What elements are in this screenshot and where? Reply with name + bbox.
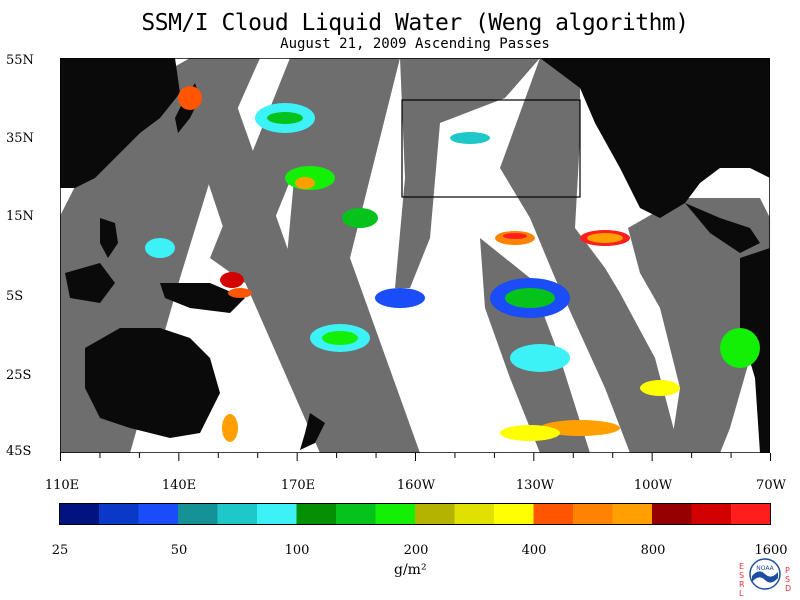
clw-patch <box>228 288 252 298</box>
clw-patch <box>342 208 378 228</box>
logo-left-letters: ESRL <box>739 562 745 598</box>
colorbar-cell <box>375 503 416 525</box>
chart-title: SSM/I Cloud Liquid Water (Weng algorithm… <box>141 10 689 36</box>
colorbar-cell <box>257 503 297 525</box>
clw-patch <box>503 233 527 239</box>
colorbar-tick-label: 100 <box>284 543 310 558</box>
colorbar-tick-label: 1600 <box>754 543 788 558</box>
colorbar-cell <box>178 503 218 525</box>
clw-patch <box>720 328 760 368</box>
cloud-water-patches <box>145 86 760 442</box>
region-box <box>401 99 581 198</box>
clw-patch <box>640 380 680 396</box>
colorbar-cell <box>731 503 771 525</box>
land-australia <box>85 328 220 438</box>
colorbar <box>59 503 771 525</box>
noaa-logo: ESRL NOAA PSD <box>737 556 793 598</box>
clw-patch <box>505 288 555 308</box>
lat-tick-label: 55N <box>6 53 34 68</box>
land-new-zealand <box>300 413 325 450</box>
colorbar-cell <box>652 503 692 525</box>
lon-tick-label: 170E <box>280 478 316 493</box>
colorbar-cell <box>99 503 139 525</box>
clw-patch <box>145 238 175 258</box>
colorbar-tick-label: 400 <box>521 543 547 558</box>
lat-tick-label: 25S <box>6 368 32 383</box>
colorbar-cell <box>296 503 337 525</box>
lat-tick-label: 35N <box>6 131 34 146</box>
noaa-emblem-icon: NOAA <box>749 558 781 590</box>
clw-patch <box>375 288 425 308</box>
lon-tick-label: 130W <box>515 478 555 493</box>
lon-tick-label: 140E <box>161 478 197 493</box>
chart-subtitle: August 21, 2009 Ascending Passes <box>280 36 550 52</box>
colorbar-cell <box>138 503 179 525</box>
clw-patch <box>587 233 623 243</box>
land-central-america <box>685 203 760 253</box>
lon-tick-marks <box>60 453 771 461</box>
lat-tick-label: 45S <box>6 444 32 459</box>
clw-patch <box>500 425 560 441</box>
logo-center-text: NOAA <box>756 565 774 572</box>
lon-tick-label: 70W <box>756 478 786 493</box>
clw-patch <box>220 272 244 288</box>
lon-tick-label: 160W <box>396 478 436 493</box>
gap-5 <box>395 58 540 288</box>
land-new-guinea <box>160 283 245 313</box>
colorbar-cell <box>494 503 534 525</box>
colorbar-cell <box>573 503 613 525</box>
clw-patch <box>222 414 238 442</box>
colorbar-cell <box>533 503 574 525</box>
lon-tick-label: 110E <box>44 478 80 493</box>
clw-patch <box>295 177 315 189</box>
colorbar-cell <box>217 503 258 525</box>
clw-patch <box>510 344 570 372</box>
colorbar-tick-label: 200 <box>403 543 429 558</box>
colorbar-cell <box>415 503 455 525</box>
colorbar-cell <box>691 503 732 525</box>
clw-patch <box>178 86 202 110</box>
colorbar-cell <box>59 503 100 525</box>
gap-4 <box>285 58 420 453</box>
clw-patch <box>267 112 303 124</box>
clw-patch <box>322 331 358 345</box>
colorbar-units: g/m² <box>394 562 427 578</box>
lat-tick-label: 5S <box>6 289 24 304</box>
land-borneo <box>65 263 115 303</box>
colorbar-cell <box>336 503 376 525</box>
colorbar-cell <box>454 503 495 525</box>
land-north-america <box>540 58 770 218</box>
clw-patch <box>540 420 620 436</box>
colorbar-tick-label: 25 <box>51 543 69 558</box>
land-asia <box>60 58 180 188</box>
clw-patch <box>450 132 490 144</box>
logo-right-letters: PSD <box>785 566 792 593</box>
lat-tick-label: 15N <box>6 209 34 224</box>
colorbar-cell <box>612 503 653 525</box>
gap-7 <box>628 198 770 453</box>
land-philippines <box>100 218 118 258</box>
lon-tick-label: 100W <box>633 478 673 493</box>
colorbar-tick-label: 800 <box>640 543 666 558</box>
gap-6 <box>500 58 680 453</box>
map-plot <box>60 58 770 453</box>
colorbar-tick-label: 50 <box>170 543 188 558</box>
